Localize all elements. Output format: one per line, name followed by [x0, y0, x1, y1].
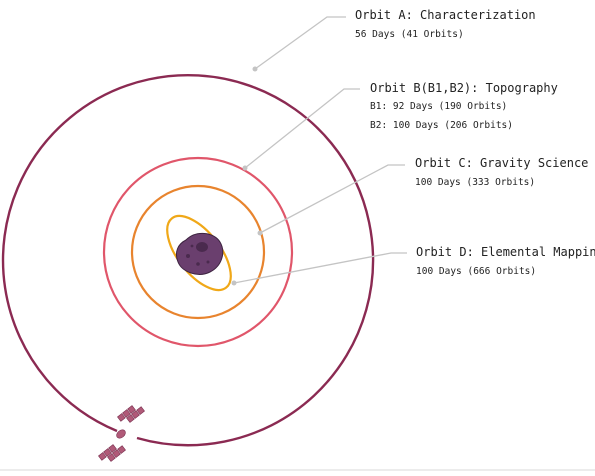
orbit-b-ring — [102, 156, 294, 348]
spacecraft-icon — [98, 405, 145, 462]
orbit-a-title: Orbit A: Characterization — [355, 8, 536, 22]
orbit-c-title: Orbit C: Gravity Science — [415, 156, 588, 170]
orbit-b-detail-b2: B2: 100 Days (206 Orbits) — [370, 120, 513, 131]
orbit-a-ring — [1, 73, 375, 447]
orbit-d-detail: 100 Days (666 Orbits) — [416, 266, 536, 277]
leader-line-orbit-b — [244, 88, 360, 169]
anchor-dot-orbit-a — [252, 66, 258, 72]
leader-line-orbit-a — [254, 16, 346, 70]
anchor-dot-orbit-b — [242, 165, 248, 171]
anchor-dot-orbit-c — [257, 230, 263, 236]
asteroid-icon — [175, 233, 224, 275]
anchor-dot-orbit-d — [231, 280, 237, 286]
leader-line-orbit-d — [233, 252, 407, 284]
orbit-b-title: Orbit B(B1,B2): Topography — [370, 81, 558, 95]
orbit-c-detail: 100 Days (333 Orbits) — [415, 177, 535, 188]
orbit-c-ring — [130, 184, 266, 320]
orbit-b-detail-b1: B1: 92 Days (190 Orbits) — [370, 101, 507, 112]
orbit-a-detail: 56 Days (41 Orbits) — [355, 29, 464, 40]
orbit-d-title: Orbit D: Elemental Mapping — [416, 245, 595, 259]
leader-line-orbit-c — [259, 164, 405, 234]
